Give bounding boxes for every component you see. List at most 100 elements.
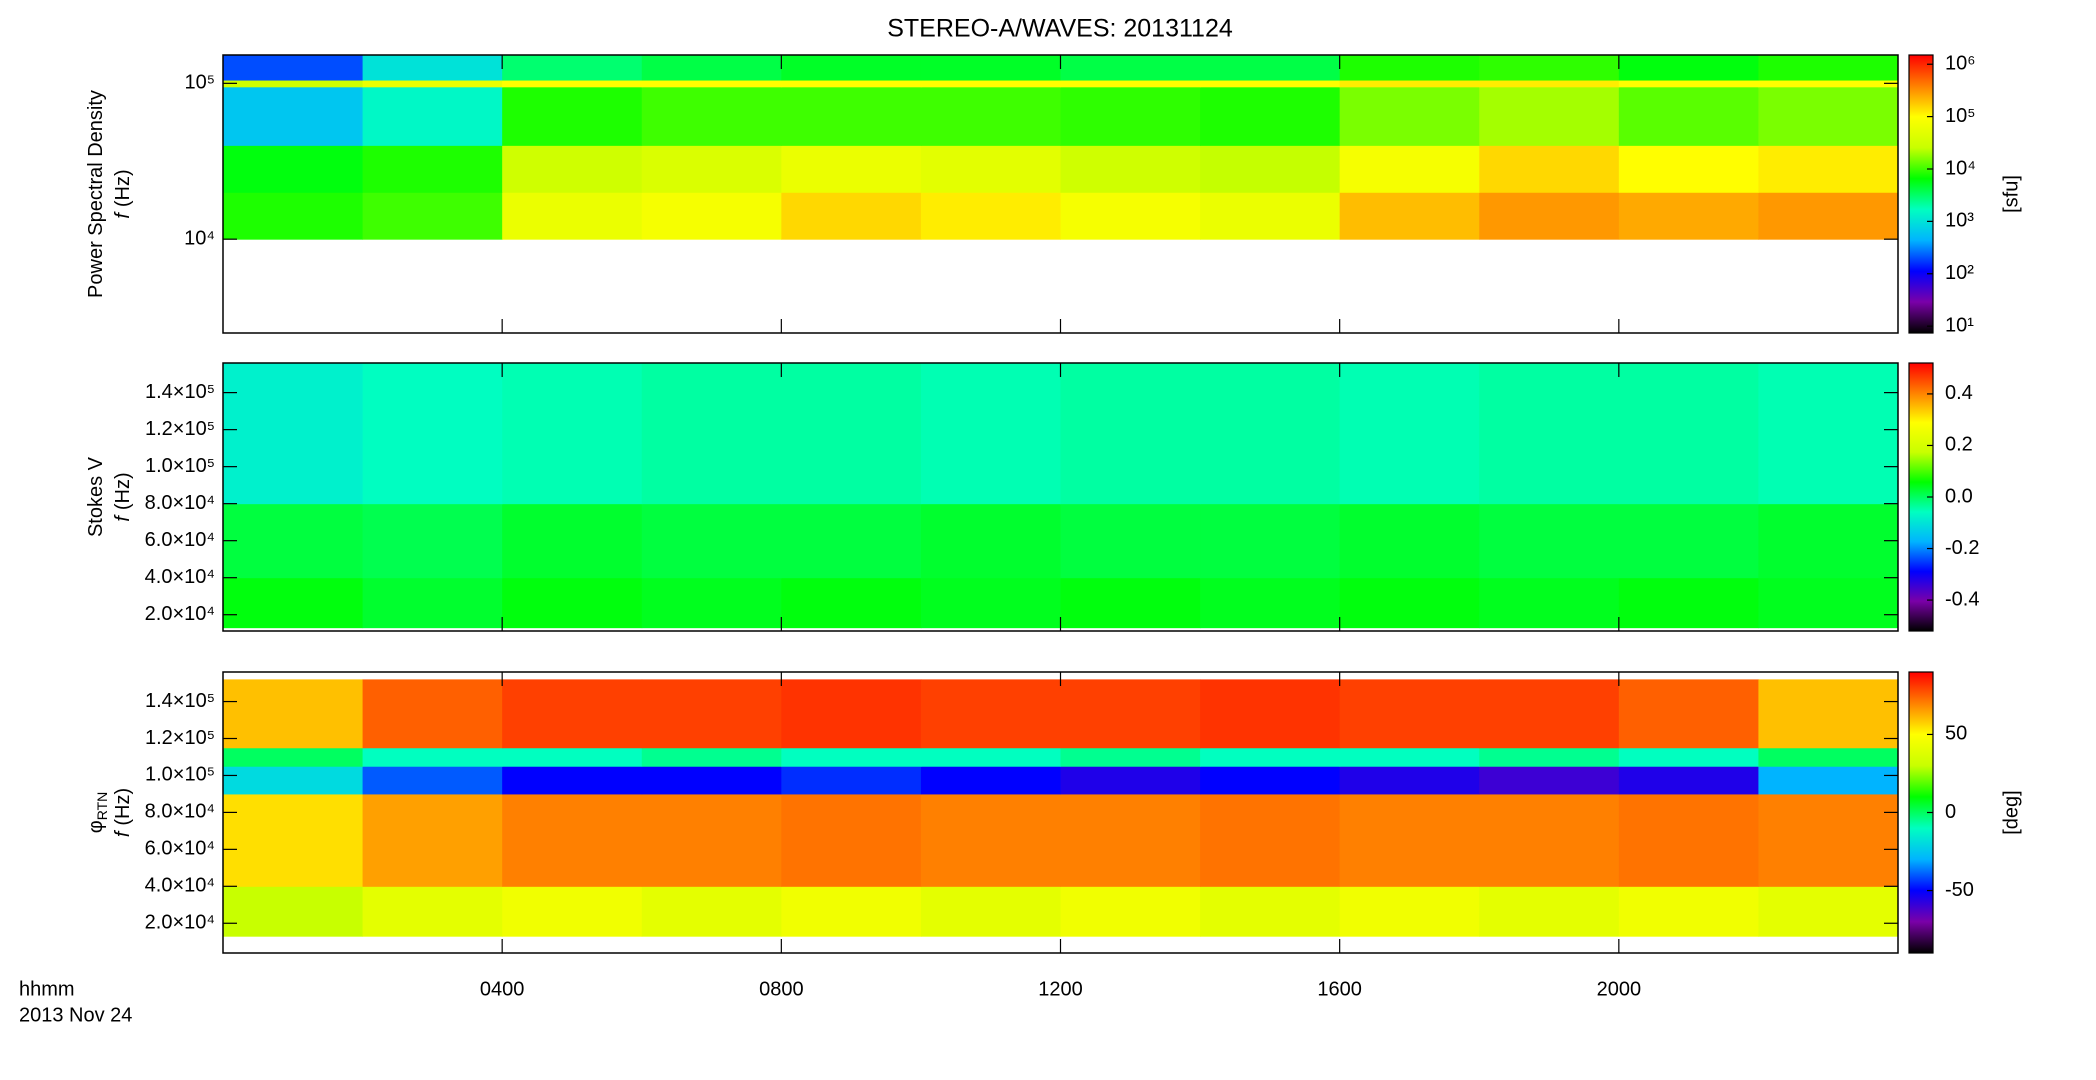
heatmap-cell: [781, 55, 922, 81]
y-tick-label: 1.0×10⁵: [145, 455, 215, 477]
heatmap-cell: [502, 503, 643, 579]
heatmap-cell: [1200, 80, 1341, 88]
heatmap-cell: [223, 55, 364, 81]
heatmap-cell: [1479, 80, 1620, 88]
colorbar-tick-label: 10⁴: [1945, 157, 1976, 179]
colorbar-tick-label: 10⁵: [1945, 105, 1976, 127]
heatmap-cell: [641, 766, 782, 795]
heatmap-cell: [781, 80, 922, 88]
heatmap-cell: [1060, 80, 1201, 88]
heatmap-cell: [502, 55, 643, 81]
heatmap-cell: [1060, 503, 1201, 579]
heatmap-cell: [1339, 503, 1480, 579]
y-tick-label: 6.0×10⁴: [145, 529, 215, 551]
y-tick-label: 1.4×10⁵: [145, 381, 215, 403]
colorbar-tick-label: 50: [1945, 723, 1967, 745]
heatmap-cell: [362, 503, 503, 579]
heatmap-cell: [641, 80, 782, 88]
y-tick-label: 1.2×10⁵: [145, 418, 215, 440]
heatmap-cell: [641, 679, 782, 749]
heatmap-cell: [1758, 577, 1899, 629]
heatmap-cell: [1618, 363, 1759, 505]
heatmap-cell: [641, 192, 782, 240]
heatmap-cell: [502, 766, 643, 795]
heatmap-cell: [1758, 503, 1899, 579]
heatmap-cell: [781, 886, 922, 937]
y-axis-var: f: [112, 829, 134, 837]
heatmap-cell: [1758, 793, 1899, 887]
heatmap-cell: [502, 793, 643, 887]
heatmap-cell: [1479, 793, 1620, 887]
y-axis-quantity-text: Power Spectral Density: [85, 90, 107, 298]
heatmap-cell: [1618, 145, 1759, 193]
heatmap-cell: [1339, 679, 1480, 749]
heatmap-cell: [362, 886, 503, 937]
heatmap-cell: [1060, 679, 1201, 749]
heatmap-cell: [502, 86, 643, 146]
heatmap-cell: [1479, 55, 1620, 81]
heatmap-cell: [781, 192, 922, 240]
heatmap-cell: [223, 80, 364, 88]
heatmap-cell: [1060, 886, 1201, 937]
heatmap-cell: [920, 55, 1061, 81]
chart-title: STEREO-A/WAVES: 20131124: [887, 15, 1233, 43]
heatmap-cell: [1339, 55, 1480, 81]
heatmap-cell: [1618, 747, 1759, 767]
heatmap-cell: [1200, 886, 1341, 937]
heatmap-cell: [1200, 363, 1341, 505]
heatmap-cell: [223, 747, 364, 767]
heatmap-cell: [641, 86, 782, 146]
x-tick-label: 0400: [480, 978, 525, 1000]
y-axis-label: f (Hz): [112, 169, 134, 218]
colorbar-tick-label: 10¹: [1945, 314, 1974, 336]
colorbar-tick-label: 10²: [1945, 262, 1974, 284]
heatmap-cell: [223, 86, 364, 146]
date-label: 2013 Nov 24: [19, 1004, 132, 1026]
heatmap-cell: [641, 503, 782, 579]
heatmap-cell: [1200, 766, 1341, 795]
colorbar-tick-label: 10⁶: [1945, 53, 1975, 75]
y-tick-label: 4.0×10⁴: [145, 875, 215, 897]
heatmap-cell: [362, 793, 503, 887]
heatmap-cell: [1060, 747, 1201, 767]
heatmap-cell: [223, 192, 364, 240]
heatmap-cell: [781, 503, 922, 579]
x-tick-label: 1200: [1038, 978, 1083, 1000]
heatmap-cell: [920, 747, 1061, 767]
heatmap-cell: [502, 363, 643, 505]
heatmap-cell: [1060, 363, 1201, 505]
heatmap-cell: [502, 747, 643, 767]
heatmap-cell: [1200, 55, 1341, 81]
heatmap-cell: [1618, 679, 1759, 749]
heatmap-cell: [920, 192, 1061, 240]
heatmap-cell: [362, 747, 503, 767]
heatmap-cell: [1479, 577, 1620, 629]
heatmap-cell: [362, 86, 503, 146]
heatmap-cell: [920, 145, 1061, 193]
heatmap-cell: [1200, 747, 1341, 767]
heatmap-cell: [1479, 145, 1620, 193]
heatmap-cell: [223, 793, 364, 887]
y-axis-quantity: Power Spectral Density: [85, 90, 107, 298]
heatmap-cell: [1339, 192, 1480, 240]
heatmap-cell: [1758, 192, 1899, 240]
heatmap-cell: [641, 363, 782, 505]
y-axis-unit: (Hz): [112, 788, 134, 826]
y-tick-label: 8.0×10⁴: [145, 801, 215, 823]
heatmap-cell: [641, 747, 782, 767]
heatmap-cell: [1339, 793, 1480, 887]
colorbar-tick-label: 0.4: [1945, 382, 1973, 404]
heatmap-cell: [362, 145, 503, 193]
y-tick-label: 1.2×10⁵: [145, 727, 215, 749]
heatmap-cell: [641, 577, 782, 629]
y-tick-label: 8.0×10⁴: [145, 492, 215, 514]
heatmap-cell: [223, 766, 364, 795]
y-axis-quantity: φRTN: [85, 792, 109, 834]
heatmap-cell: [502, 886, 643, 937]
heatmap-cell: [362, 192, 503, 240]
heatmap-cell: [1479, 679, 1620, 749]
heatmap-cell: [781, 766, 922, 795]
heatmap-cell: [781, 86, 922, 146]
